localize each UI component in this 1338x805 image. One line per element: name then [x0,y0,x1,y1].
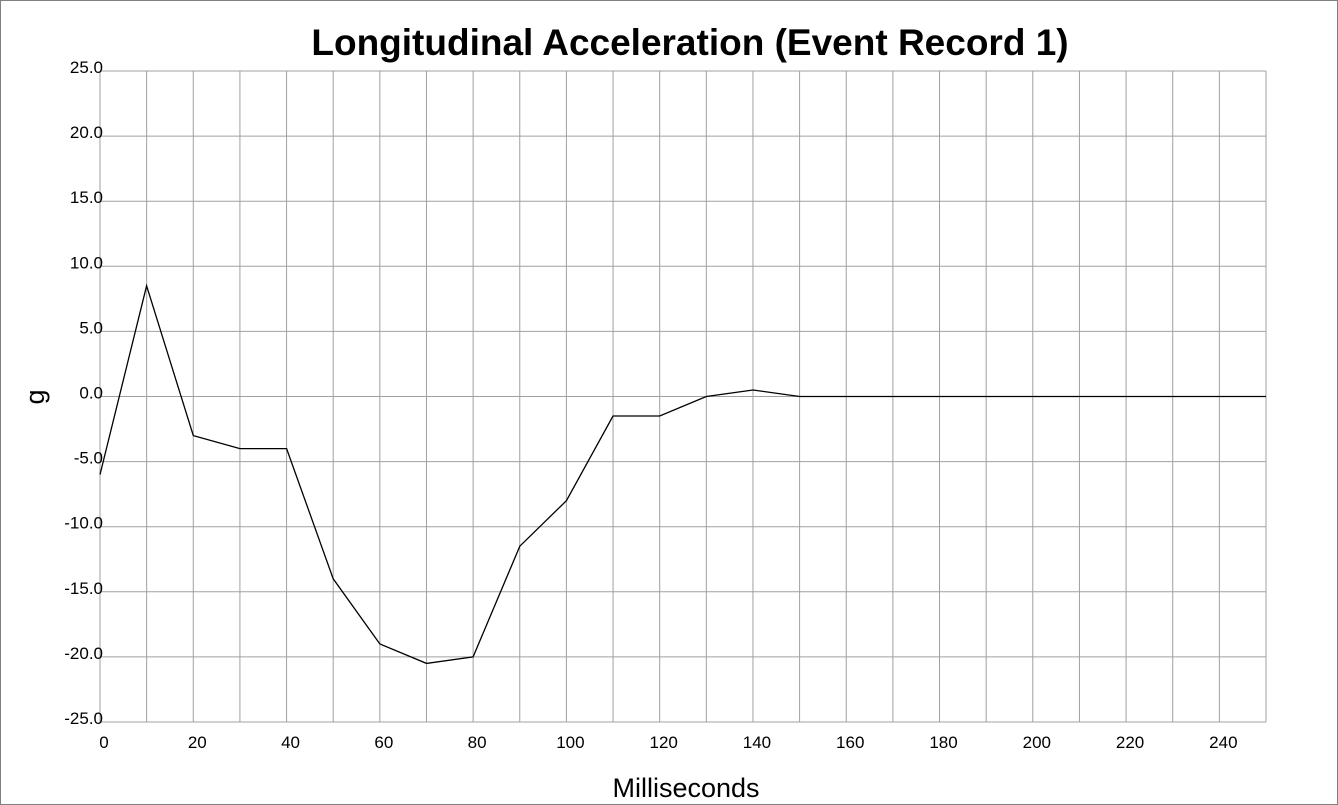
y-tick-label: -15.0 [64,579,103,598]
y-tick-label: -20.0 [64,644,103,663]
x-tick-label: 200 [1023,733,1051,752]
x-axis-label: Milliseconds [612,773,759,803]
y-tick-label: -10.0 [64,514,103,533]
y-tick-label: 20.0 [70,123,103,142]
x-tick-label: 40 [281,733,300,752]
x-tick-label: 80 [468,733,487,752]
y-tick-label: 0.0 [79,384,103,403]
y-tick-label: 10.0 [70,253,103,272]
chart-title: Longitudinal Acceleration (Event Record … [311,22,1068,63]
y-tick-label: -5.0 [74,449,103,468]
y-tick-label: 25.0 [70,58,103,77]
x-tick-label: 60 [374,733,393,752]
x-tick-label: 160 [836,733,864,752]
x-tick-label: 240 [1209,733,1237,752]
y-tick-label: -25.0 [64,709,103,728]
x-tick-label: 0 [99,733,108,752]
x-tick-label: 100 [556,733,584,752]
y-axis-label: g [20,389,50,404]
x-tick-label: 20 [188,733,207,752]
y-tick-label: 15.0 [70,188,103,207]
x-tick-label: 140 [743,733,771,752]
x-tick-label: 220 [1116,733,1144,752]
tick-labels: 25.0 20.0 15.0 10.0 5.0 0.0 -5.0 -10.0 -15.0 -20.… [64,58,1237,752]
x-tick-label: 180 [929,733,957,752]
series-line [99,283,1266,665]
x-tick-label: 120 [649,733,677,752]
y-tick-label: 5.0 [79,318,103,337]
